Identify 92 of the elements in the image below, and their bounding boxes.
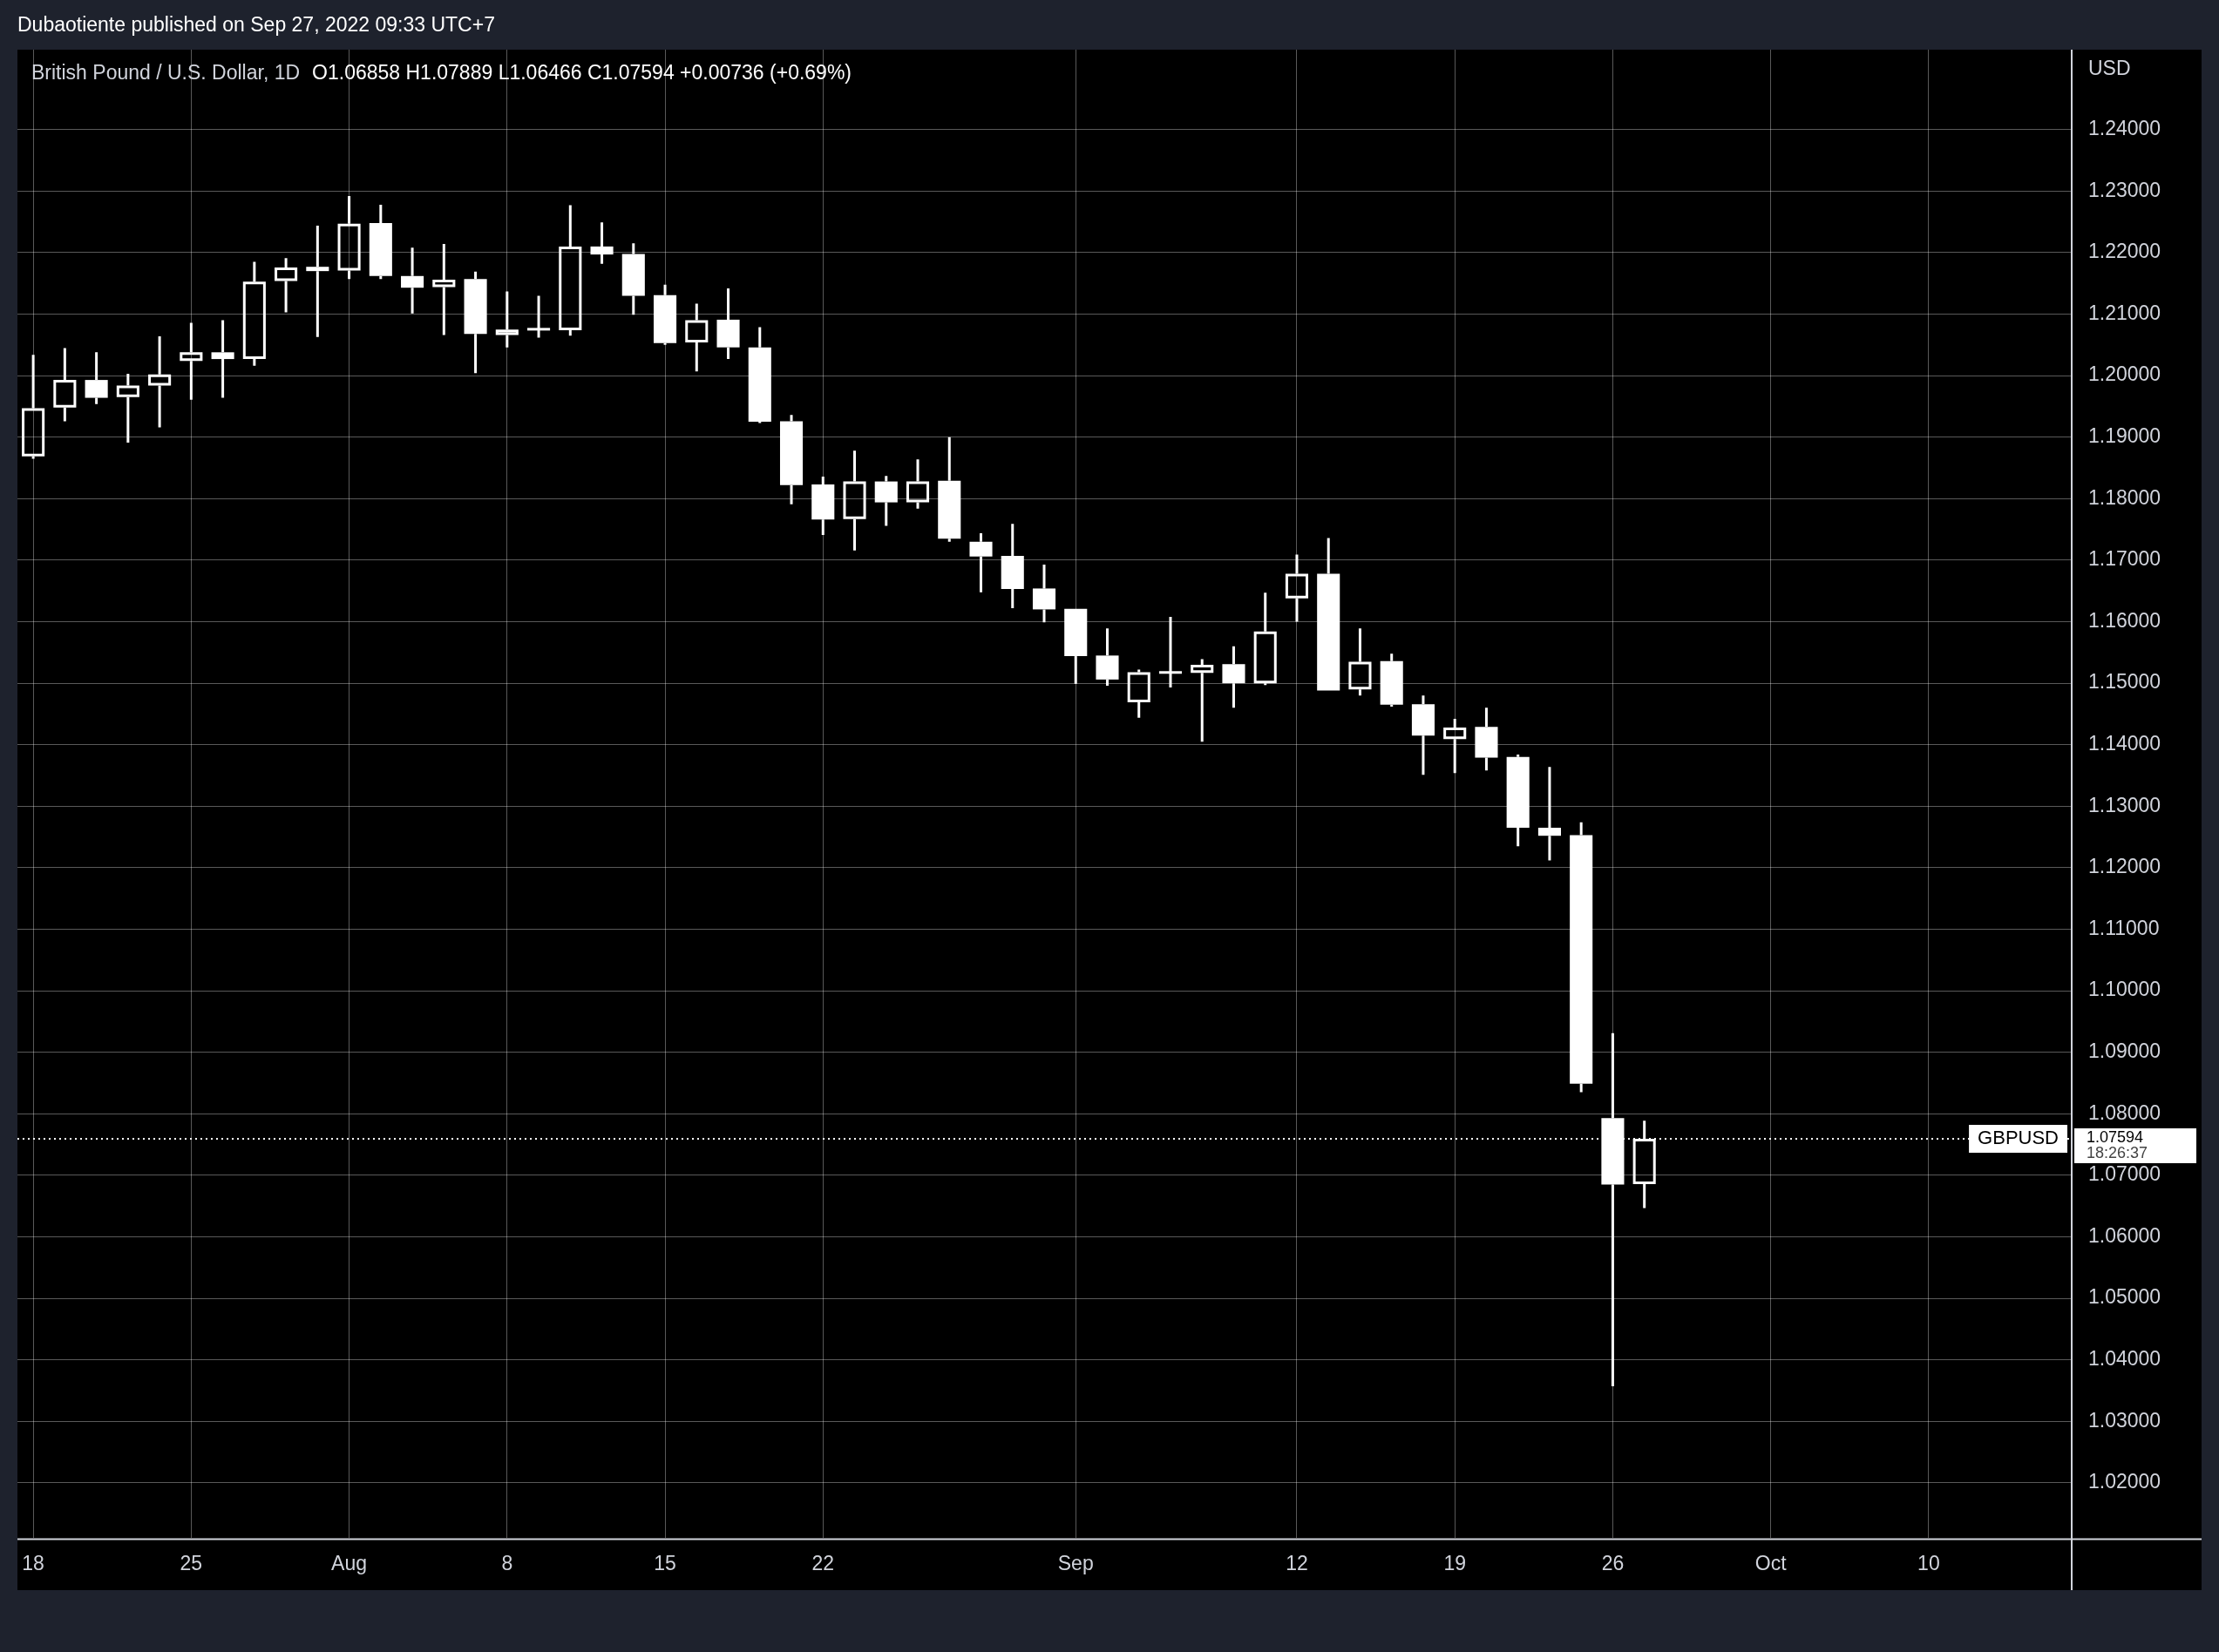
y-tick-label: 1.23000 — [2088, 178, 2161, 201]
x-tick-label: Oct — [1754, 1551, 1788, 1574]
y-tick-label: 1.11000 — [2088, 916, 2160, 939]
candlestick — [654, 284, 677, 345]
candlestick — [779, 415, 804, 504]
candlestick — [748, 327, 771, 423]
candlestick — [590, 222, 614, 264]
candlestick — [559, 205, 582, 336]
candlestick — [53, 348, 77, 422]
candlestick — [969, 532, 993, 592]
candlestick — [938, 437, 961, 542]
candlestick — [306, 225, 329, 337]
candlestick — [621, 243, 645, 315]
text: British Pound / U.S. Dollar, 1D — [31, 61, 301, 85]
candlestick — [685, 303, 709, 372]
y-tick-label: 1.19000 — [2088, 424, 2161, 448]
candlestick — [811, 476, 835, 535]
candlestick — [843, 450, 866, 551]
candlestick — [906, 459, 930, 509]
candlestick — [1317, 538, 1340, 691]
candlestick — [1222, 646, 1245, 708]
candlestick — [495, 291, 519, 348]
candlestick — [464, 271, 487, 374]
x-tick-label: 19 — [1443, 1551, 1466, 1574]
y-tick-label: 1.13000 — [2088, 793, 2161, 816]
y-tick-label: 1.04000 — [2088, 1347, 2161, 1371]
candlestick — [1253, 592, 1277, 686]
candlestick — [148, 335, 172, 428]
text: 1.07594 — [2087, 1127, 2144, 1146]
candlestick — [1411, 695, 1435, 775]
candlestick — [1285, 554, 1309, 622]
ref-line-label: GBPUSD — [1978, 1127, 2060, 1149]
candlestick — [527, 295, 551, 338]
y-tick-label: 1.09000 — [2088, 1039, 2161, 1063]
candlestick — [432, 244, 456, 335]
y-axis-title: USD — [2088, 57, 2131, 80]
candlestick — [1506, 755, 1530, 847]
candlestick — [1191, 659, 1214, 742]
candlestick — [337, 196, 361, 280]
candlestick — [1380, 653, 1403, 707]
candlestick — [1001, 524, 1024, 608]
y-tick-label: 1.20000 — [2088, 362, 2161, 386]
candlestick — [1158, 616, 1183, 688]
candlestick — [116, 374, 139, 443]
candlestick — [1032, 564, 1056, 623]
x-tick-label: 10 — [1917, 1551, 1940, 1574]
x-tick-label: 18 — [22, 1551, 44, 1574]
y-tick-label: 1.21000 — [2088, 301, 2161, 324]
y-tick-label: 1.03000 — [2088, 1408, 2161, 1432]
text: Dubaotiente published on Sep 27, 2022 09:33 UTC+7 — [17, 13, 495, 37]
candlestick — [1475, 708, 1498, 771]
x-tick-label: 22 — [811, 1551, 835, 1574]
candlestick — [22, 355, 45, 459]
y-tick-label: 1.02000 — [2088, 1470, 2161, 1493]
y-tick-label: 1.14000 — [2088, 732, 2161, 755]
x-tick-label: Aug — [331, 1551, 368, 1574]
candlestick — [211, 320, 234, 398]
text: 18:26:37 — [2087, 1143, 2148, 1161]
y-tick-label: 1.22000 — [2088, 240, 2161, 263]
y-tick-label: 1.18000 — [2088, 485, 2161, 509]
candlestick — [85, 352, 108, 404]
x-tick-label: Sep — [1057, 1551, 1094, 1574]
y-tick-label: 1.07000 — [2088, 1162, 2161, 1186]
y-tick-label: 1.24000 — [2088, 117, 2161, 140]
candlestick — [1096, 628, 1119, 686]
candlestick — [1443, 719, 1467, 774]
candlestick — [180, 322, 203, 400]
x-tick-label: 15 — [654, 1551, 676, 1574]
y-tick-label: 1.05000 — [2088, 1285, 2161, 1309]
x-tick-label: 26 — [1601, 1551, 1625, 1574]
candlestick — [1537, 767, 1561, 861]
y-tick-label: 1.06000 — [2088, 1223, 2161, 1247]
y-tick-label: 1.16000 — [2088, 608, 2161, 632]
y-tick-label: 1.10000 — [2088, 978, 2161, 1001]
text: O1.06858 H1.07889 L1.06466 C1.07594 +0.00736 (+0.69%) — [312, 61, 852, 85]
candlestick — [1127, 669, 1150, 718]
candlestick — [874, 476, 898, 526]
y-tick-label: 1.15000 — [2088, 670, 2161, 694]
candlestick — [716, 288, 740, 360]
candlestick — [1064, 608, 1088, 684]
candlestick — [242, 261, 266, 366]
y-tick-label: 1.17000 — [2088, 547, 2161, 571]
y-tick-label: 1.08000 — [2088, 1100, 2161, 1124]
y-tick-label: 1.12000 — [2088, 855, 2161, 878]
candlestick — [1348, 628, 1372, 696]
candlestick — [369, 204, 392, 280]
candlestick — [1570, 822, 1593, 1093]
candlestick — [401, 247, 424, 314]
x-tick-label: 25 — [180, 1551, 203, 1574]
candlestick — [275, 258, 298, 313]
x-tick-label: 8 — [501, 1551, 513, 1574]
x-tick-label: 12 — [1286, 1551, 1308, 1574]
